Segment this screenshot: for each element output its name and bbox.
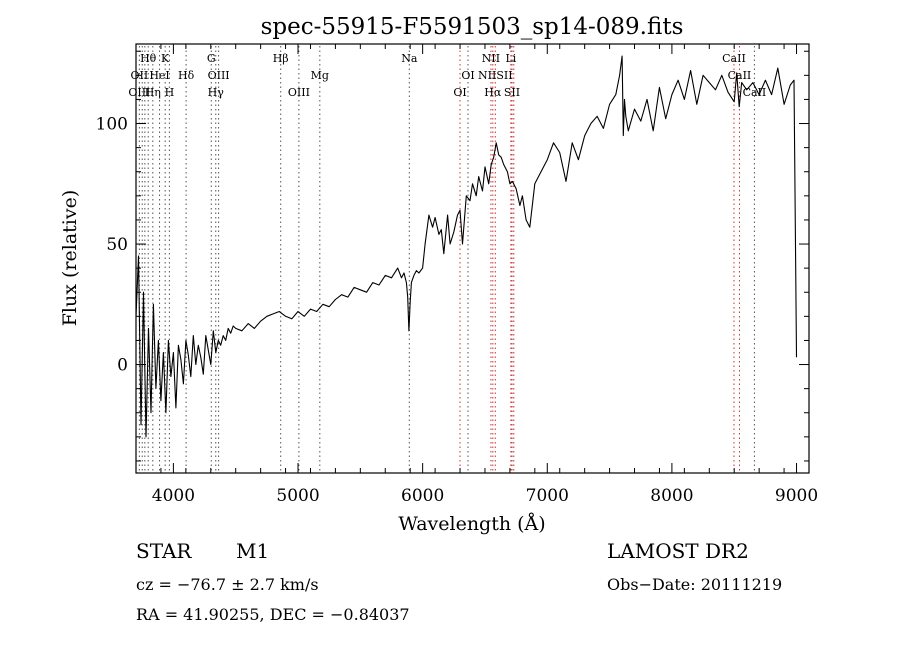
observation-date: Obs−Date: 20111219 <box>607 575 782 594</box>
line-label-18: H <box>165 86 175 99</box>
line-label-23: SII <box>504 86 520 99</box>
line-label-19: Hγ <box>208 86 225 99</box>
y-tick-label-0: 0 <box>117 356 128 376</box>
line-label-21: OI <box>453 86 466 99</box>
x-tick-label-2: 6000 <box>401 486 444 506</box>
line-label-4: Na <box>401 52 418 65</box>
line-label-24: CaII <box>743 86 767 99</box>
line-label-13: OI <box>461 69 474 82</box>
line-label-1: K <box>161 52 170 65</box>
line-label-9: HeI <box>149 69 169 82</box>
line-label-16: OIII <box>128 86 150 99</box>
y-tick-label-2: 100 <box>96 115 128 135</box>
line-label-15: CaII <box>728 69 752 82</box>
x-tick-label-5: 9000 <box>775 486 818 506</box>
x-tick-label-4: 8000 <box>650 486 693 506</box>
x-tick-label-3: 7000 <box>526 486 569 506</box>
line-label-12: Mg <box>311 69 329 82</box>
spectrum-line <box>135 55 798 438</box>
object-subclass: M1 <box>236 539 269 563</box>
line-label-6: Li <box>505 52 516 65</box>
y-axis-label: Flux (relative) <box>59 190 81 327</box>
line-label-17: Hη <box>145 86 161 99</box>
line-label-0: Hθ <box>140 52 157 65</box>
sky-coordinates: RA = 41.90255, DEC = −0.84037 <box>136 605 410 624</box>
line-label-22: Hα <box>484 86 502 99</box>
spectral-line-markers <box>138 46 755 473</box>
x-axis-label: Wavelength (Å) <box>398 513 545 535</box>
line-label-2: G <box>207 52 216 65</box>
line-label-10: Hδ <box>178 69 195 82</box>
chart-title: spec-55915-F5591503_sp14-089.fits <box>261 14 684 40</box>
line-label-20: OIII <box>288 86 310 99</box>
line-label-14: NIISII <box>478 69 513 82</box>
x-tick-label-0: 4000 <box>152 486 195 506</box>
x-tick-label-1: 5000 <box>276 486 319 506</box>
line-label-11: OIII <box>208 69 230 82</box>
y-tick-label-1: 50 <box>106 235 128 255</box>
axis-ticks: 4000 5000 6000 7000 8000 9000 0 50 100 <box>96 44 818 506</box>
survey-name: LAMOST DR2 <box>607 539 749 563</box>
line-label-3: Hβ <box>273 52 289 65</box>
redshift-velocity: cz = −76.7 ± 2.7 km/s <box>136 575 319 594</box>
line-label-7: CaII <box>722 52 746 65</box>
line-label-5: NII <box>482 52 500 65</box>
plot-frame <box>135 43 810 474</box>
object-class: STAR <box>136 539 192 563</box>
